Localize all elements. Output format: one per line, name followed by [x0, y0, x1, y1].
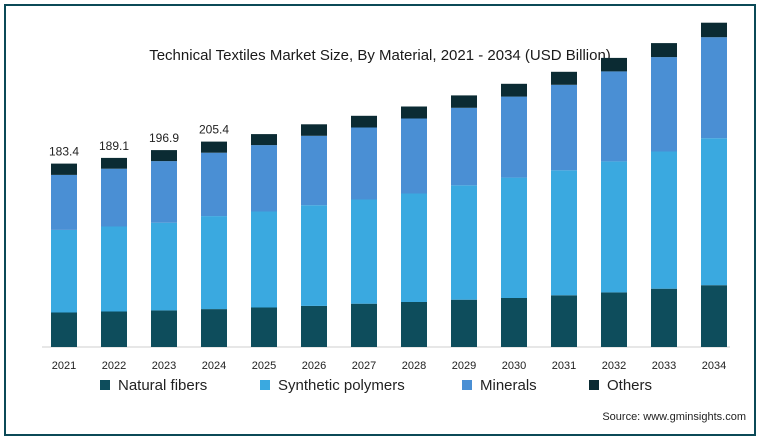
bar-natural-fibers-2029 — [451, 299, 477, 347]
total-label-2024: 205.4 — [199, 123, 229, 137]
x-tick-2027: 2027 — [352, 360, 376, 372]
bar-others-2033 — [651, 43, 677, 58]
bar-minerals-2021 — [51, 174, 77, 230]
bar-synthetic-polymers-2021 — [51, 229, 77, 313]
bar-chart: Technical Textiles Market Size, By Mater… — [42, 22, 746, 423]
total-label-2023: 196.9 — [149, 131, 179, 145]
bar-natural-fibers-2021 — [51, 312, 77, 347]
source-note: Source: www.gminsights.com — [602, 411, 746, 423]
bar-others-2021 — [51, 163, 77, 175]
bar-natural-fibers-2028 — [401, 302, 427, 347]
bar-minerals-2032 — [601, 71, 627, 162]
x-tick-2025: 2025 — [252, 360, 276, 372]
bar-others-2034 — [701, 22, 727, 38]
bar-minerals-2030 — [501, 96, 527, 178]
bar-natural-fibers-2025 — [251, 307, 277, 347]
x-tick-2026: 2026 — [302, 360, 326, 372]
legend-swatch-synthetic-polymers — [260, 380, 270, 390]
bar-synthetic-polymers-2025 — [251, 211, 277, 308]
bar-synthetic-polymers-2022 — [101, 226, 127, 312]
legend-swatch-natural-fibers — [100, 380, 110, 390]
bar-minerals-2031 — [551, 84, 577, 171]
bar-natural-fibers-2031 — [551, 295, 577, 347]
bar-minerals-2025 — [251, 145, 277, 212]
x-tick-2021: 2021 — [52, 360, 76, 372]
bar-synthetic-polymers-2033 — [651, 151, 677, 289]
bar-others-2030 — [501, 83, 527, 97]
bar-others-2028 — [401, 106, 427, 119]
bar-natural-fibers-2022 — [101, 311, 127, 347]
bar-synthetic-polymers-2027 — [351, 199, 377, 304]
bar-synthetic-polymers-2034 — [701, 138, 727, 286]
bar-minerals-2034 — [701, 37, 727, 139]
x-tick-2022: 2022 — [102, 360, 126, 372]
bar-others-2031 — [551, 71, 577, 85]
chart-title: Technical Textiles Market Size, By Mater… — [149, 47, 611, 64]
bar-minerals-2033 — [651, 57, 677, 152]
bar-synthetic-polymers-2032 — [601, 161, 627, 293]
bar-natural-fibers-2024 — [201, 309, 227, 347]
bar-others-2025 — [251, 134, 277, 146]
bar-minerals-2022 — [101, 168, 127, 227]
bar-others-2032 — [601, 57, 627, 72]
legend-label-minerals: Minerals — [480, 377, 537, 394]
bar-minerals-2027 — [351, 127, 377, 200]
chart-frame: Technical Textiles Market Size, By Mater… — [4, 4, 756, 436]
bar-natural-fibers-2027 — [351, 303, 377, 347]
bar-others-2027 — [351, 115, 377, 128]
x-tick-2023: 2023 — [152, 360, 176, 372]
bar-minerals-2023 — [151, 161, 177, 223]
x-tick-2031: 2031 — [552, 360, 576, 372]
bar-natural-fibers-2032 — [601, 292, 627, 347]
bar-synthetic-polymers-2026 — [301, 205, 327, 306]
bars-group — [51, 22, 727, 347]
bar-synthetic-polymers-2030 — [501, 177, 527, 298]
bar-natural-fibers-2030 — [501, 298, 527, 347]
total-label-2022: 189.1 — [99, 139, 129, 153]
bar-minerals-2029 — [451, 107, 477, 186]
bar-minerals-2028 — [401, 118, 427, 194]
legend: Natural fibers Synthetic polymers Minerals… — [100, 377, 652, 394]
bar-synthetic-polymers-2023 — [151, 222, 177, 311]
bar-natural-fibers-2034 — [701, 285, 727, 347]
bar-synthetic-polymers-2031 — [551, 170, 577, 296]
x-tick-2029: 2029 — [452, 360, 476, 372]
bar-natural-fibers-2023 — [151, 310, 177, 347]
legend-label-natural-fibers: Natural fibers — [118, 377, 207, 394]
bar-synthetic-polymers-2028 — [401, 193, 427, 302]
data-labels: 183.4 189.1 196.9 205.4 — [49, 123, 229, 159]
x-tick-2033: 2033 — [652, 360, 676, 372]
bar-others-2029 — [451, 95, 477, 108]
legend-swatch-minerals — [462, 380, 472, 390]
bar-synthetic-polymers-2029 — [451, 185, 477, 300]
legend-swatch-others — [589, 380, 599, 390]
bar-minerals-2026 — [301, 135, 327, 206]
bar-minerals-2024 — [201, 152, 227, 217]
bar-natural-fibers-2033 — [651, 288, 677, 347]
total-label-2021: 183.4 — [49, 145, 79, 159]
x-tick-labels: 2021 2022 2023 2024 2025 2026 2027 2028 2029 2030… — [52, 360, 726, 372]
x-tick-2034: 2034 — [702, 360, 726, 372]
bar-synthetic-polymers-2024 — [201, 216, 227, 310]
bar-others-2022 — [101, 157, 127, 169]
legend-label-synthetic-polymers: Synthetic polymers — [278, 377, 405, 394]
bar-natural-fibers-2026 — [301, 305, 327, 347]
legend-label-others: Others — [607, 377, 652, 394]
x-tick-2032: 2032 — [602, 360, 626, 372]
x-tick-2028: 2028 — [402, 360, 426, 372]
bar-others-2024 — [201, 141, 227, 153]
x-tick-2024: 2024 — [202, 360, 226, 372]
bar-others-2026 — [301, 124, 327, 136]
x-tick-2030: 2030 — [502, 360, 526, 372]
bar-others-2023 — [151, 150, 177, 162]
